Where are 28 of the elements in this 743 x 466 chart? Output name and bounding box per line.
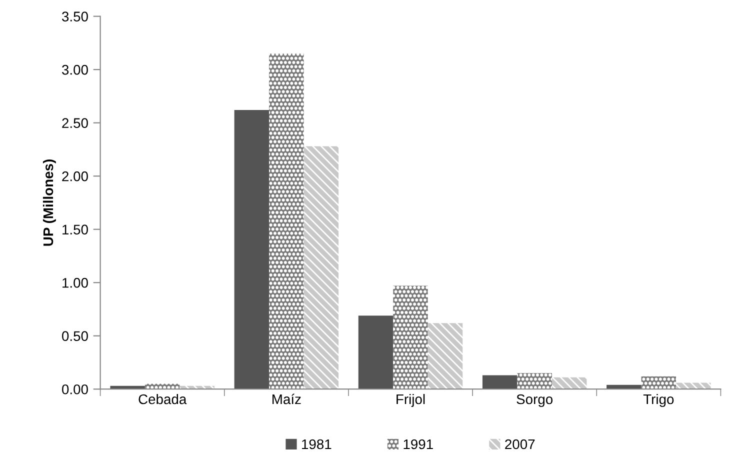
y-tick-label: 3.50	[62, 12, 88, 22]
y-axis-title: UP (Millones)	[42, 160, 56, 246]
y-tick-label: 0.00	[62, 384, 88, 394]
bar	[234, 110, 270, 390]
y-tick-label: 1.50	[62, 224, 88, 235]
y-tick-label: 0.50	[62, 331, 88, 342]
legend-label: 2007	[505, 439, 535, 450]
x-tick-label: Sorgo	[516, 394, 553, 407]
bar	[482, 375, 518, 390]
bar	[304, 146, 339, 390]
x-tick-label: Frijol	[396, 394, 425, 407]
bar	[358, 316, 394, 390]
y-tick-label: 1.00	[62, 278, 88, 288]
legend-label: 1981	[302, 439, 332, 450]
bar	[676, 382, 711, 390]
y-tick-label: 2.50	[62, 118, 88, 128]
bar	[393, 286, 428, 390]
x-tick-label: Cebada	[138, 394, 187, 404]
bar	[641, 376, 676, 390]
x-tick-label: Maíz	[272, 394, 301, 404]
bar	[269, 54, 304, 390]
legend-label: 1991	[404, 439, 433, 450]
bar	[517, 373, 552, 390]
y-tick-label: 2.00	[62, 171, 88, 182]
bar	[552, 377, 587, 390]
y-tick-label: 3.00	[62, 64, 88, 75]
x-tick-label: Trigo	[643, 394, 674, 407]
bar	[428, 323, 463, 390]
